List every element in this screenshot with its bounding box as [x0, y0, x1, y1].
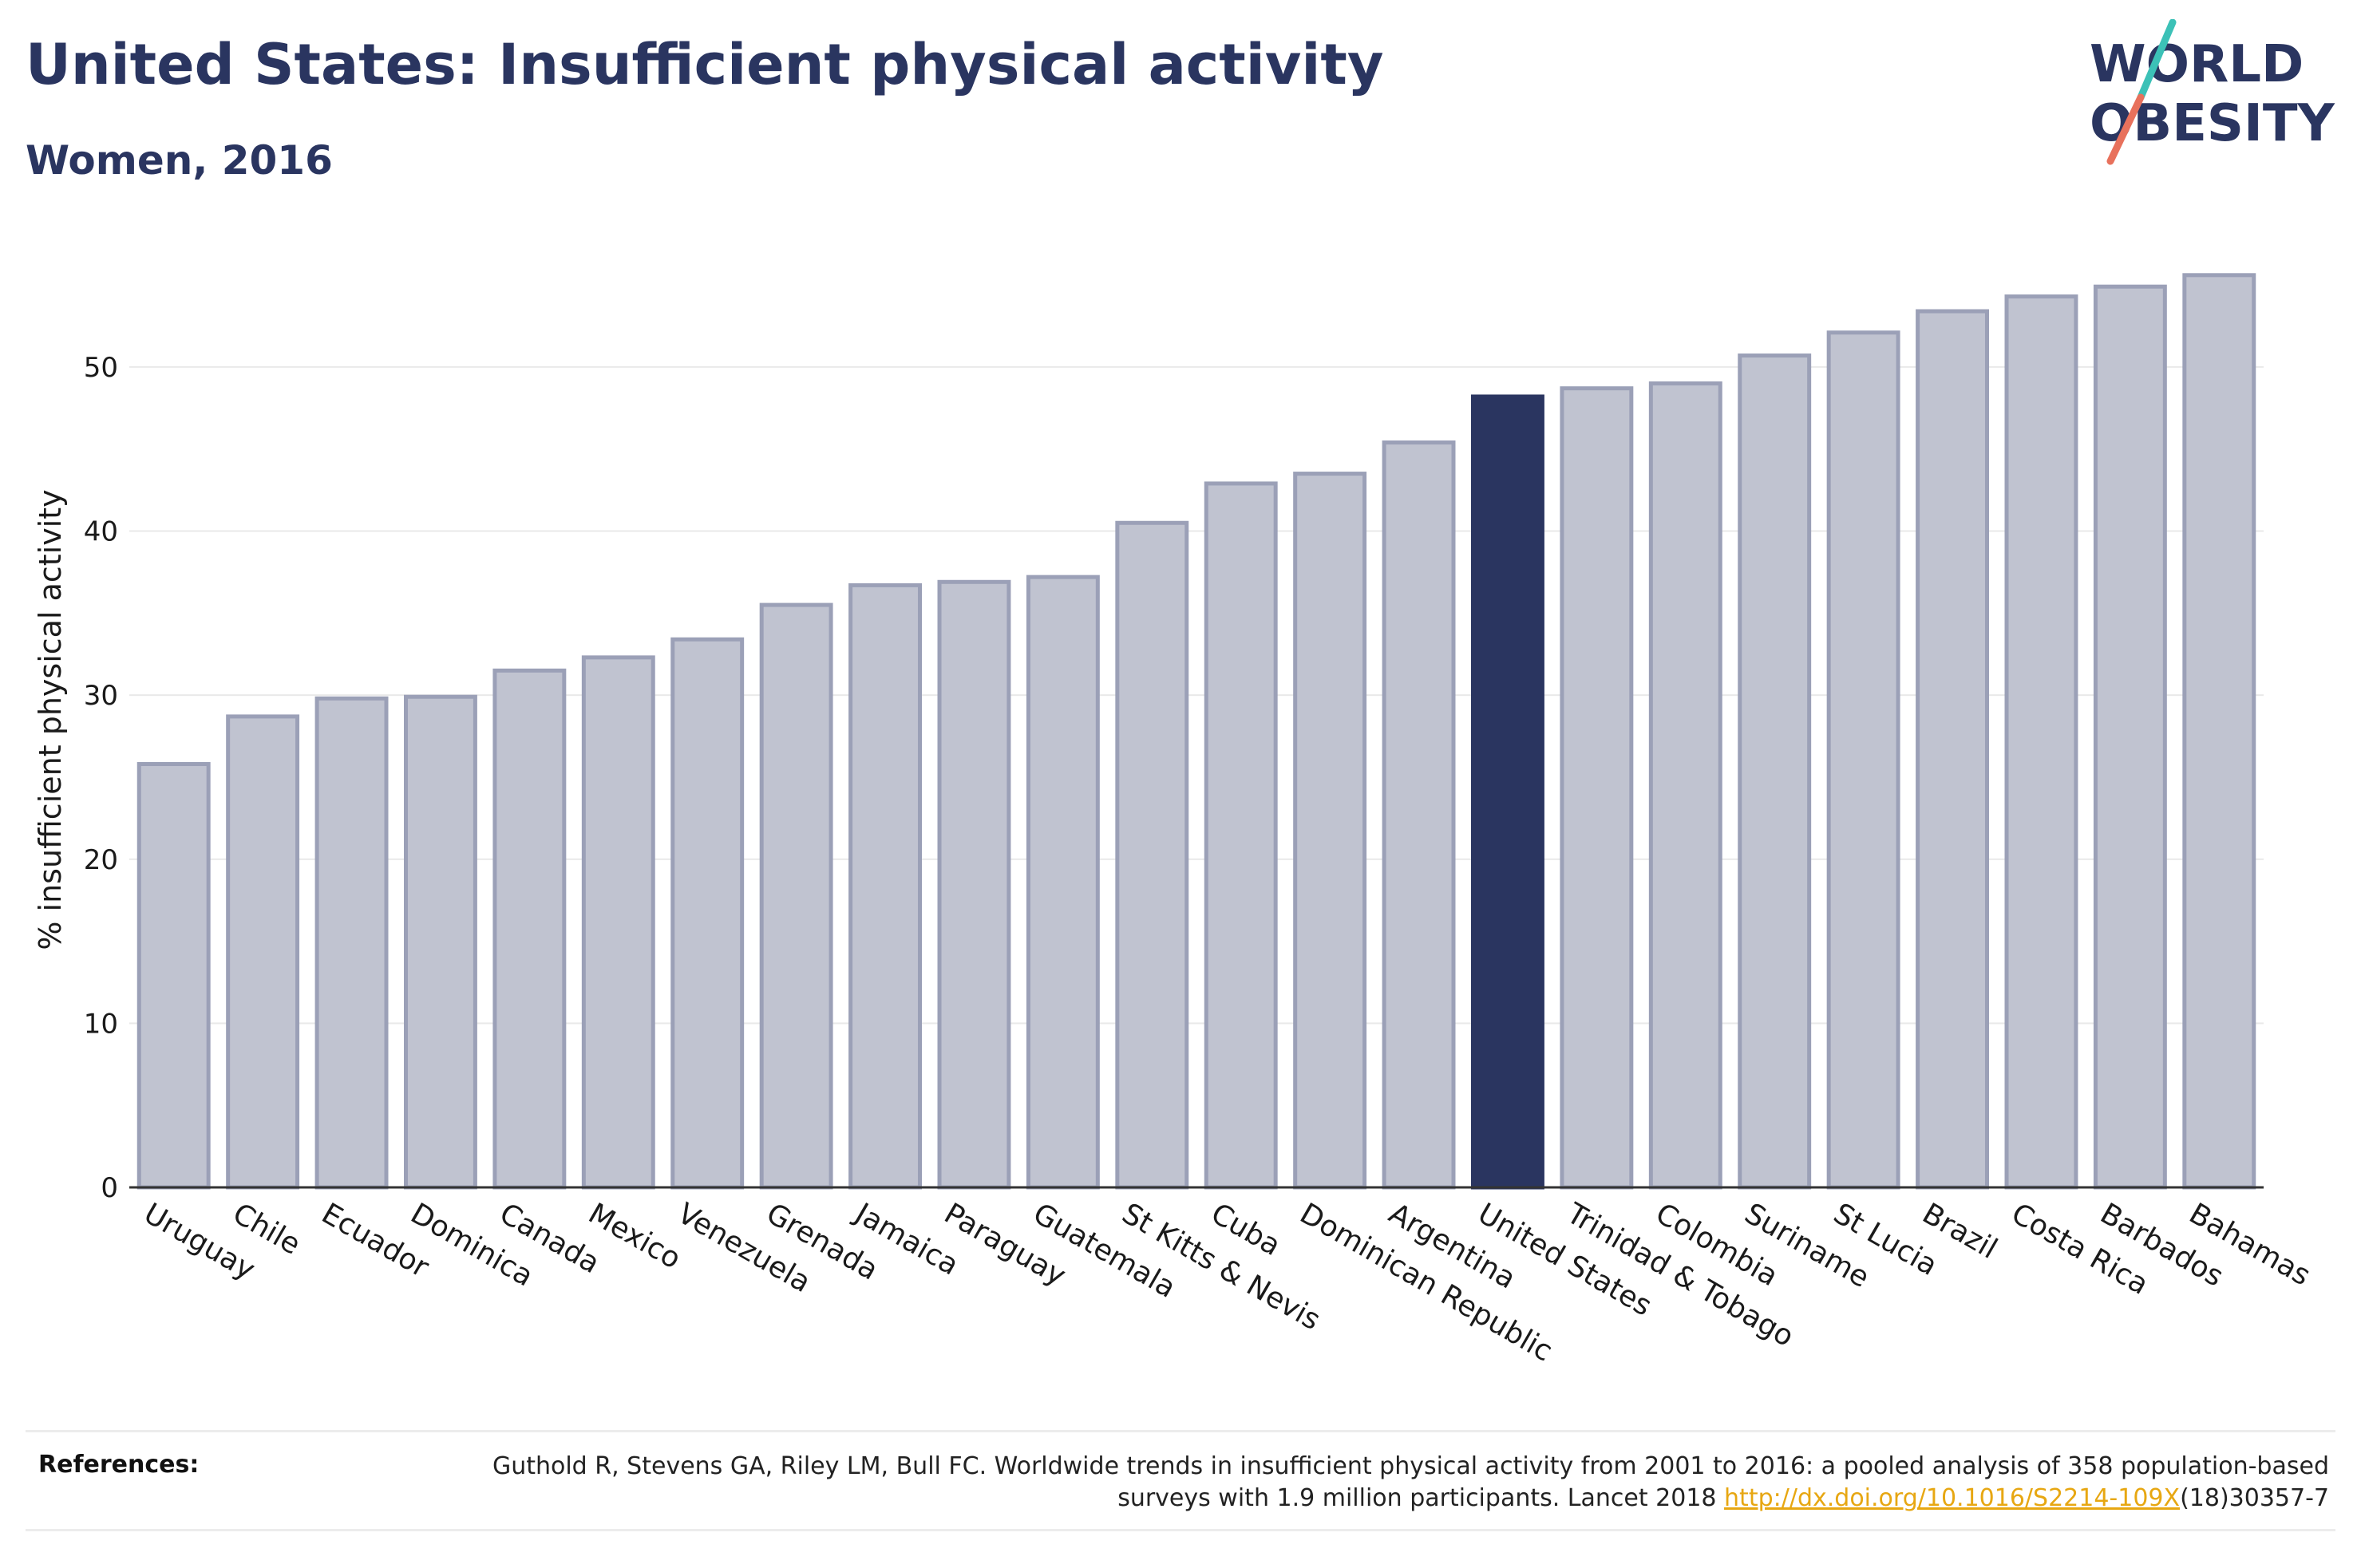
y-tick-label: 10 [84, 1008, 118, 1040]
bar [670, 637, 745, 1190]
bar [581, 655, 655, 1190]
reference-citation: Guthold R, Stevens GA, Riley LM, Bull FC… [492, 1452, 2329, 1512]
bar [1560, 386, 1634, 1190]
bar [2004, 294, 2078, 1190]
reference-doi-link[interactable]: http://dx.doi.org/10.1016/S2214-109X [1724, 1484, 2181, 1512]
world-obesity-logo: WORLD OBESITY [2090, 19, 2335, 165]
bar [1916, 309, 1989, 1190]
references-divider-bottom [26, 1529, 2335, 1531]
bar [1115, 520, 1189, 1190]
y-tick-label: 50 [84, 352, 118, 384]
bar [1293, 472, 1367, 1190]
logo-slash-bottom [2106, 93, 2145, 165]
chart-subtitle: Women, 2016 [26, 137, 333, 184]
bar [136, 762, 211, 1190]
bar [1826, 330, 1900, 1190]
bar [314, 696, 389, 1190]
bar [404, 694, 477, 1190]
reference-citation-suffix: (18)30357-7 [2180, 1484, 2329, 1512]
bar [1382, 440, 1456, 1190]
y-axis-title: % insufficient physical activity [33, 489, 68, 950]
bar [1648, 381, 1722, 1190]
bar [1204, 481, 1278, 1190]
y-tick-label: 0 [101, 1172, 118, 1204]
y-tick-labels: 0 10 20 30 40 50 [84, 352, 118, 1204]
bar [226, 714, 300, 1190]
y-tick-label: 40 [84, 516, 118, 548]
references-divider-top [26, 1430, 2335, 1432]
bar [1026, 575, 1100, 1190]
x-tick-label: Mexico [583, 1197, 686, 1275]
grid-lines [129, 365, 2264, 1025]
bar [492, 668, 567, 1190]
bar [1738, 353, 1812, 1190]
logo-line1: WORLD [2090, 35, 2304, 94]
y-tick-label: 30 [84, 680, 118, 712]
bar-highlighted [1471, 394, 1544, 1190]
bars [136, 273, 2256, 1190]
y-tick-label: 20 [84, 844, 118, 876]
bar [2182, 273, 2256, 1190]
bar [937, 579, 1011, 1190]
chart-title: United States: Insufficient physical act… [26, 32, 1384, 97]
references-label: References: [38, 1451, 200, 1479]
bar [2093, 284, 2167, 1190]
bar [848, 583, 922, 1190]
references-text: Guthold R, Stevens GA, Riley LM, Bull FC… [413, 1451, 2329, 1515]
logo-slash-top [2137, 19, 2177, 101]
bar [759, 602, 833, 1190]
